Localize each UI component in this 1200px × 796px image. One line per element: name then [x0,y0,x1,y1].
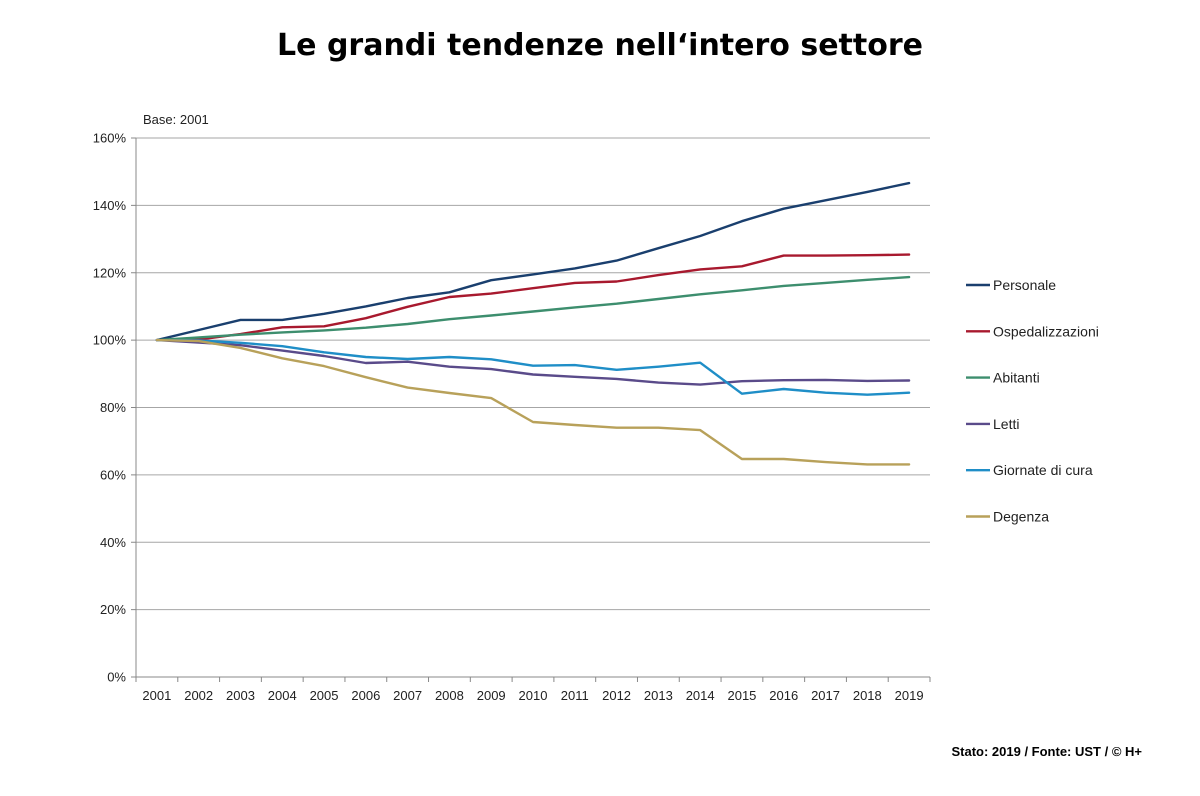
legend-label: Personale [993,277,1056,293]
series-line-abitanti [155,275,911,342]
series-line-personale [155,181,911,342]
x-tick-label: 2008 [435,688,464,703]
x-tick-label: 2016 [769,688,798,703]
grid-lines [131,137,930,678]
series-line-giornate-di-cura [155,338,911,396]
x-tick-label: 2015 [727,688,756,703]
axes [135,138,930,678]
x-tick-labels: 2001 2002 2003 2004 2005 2006 2007 2008 2009 2010… [135,677,931,703]
x-tick-label: 2001 [142,688,171,703]
x-tick-label: 2005 [310,688,339,703]
y-tick-labels: 0% 20% 40% 60% 80% 100% 120% 140% 160% [93,131,127,685]
series-line-degenza [155,338,911,466]
y-tick-label: 100% [93,333,127,348]
y-tick-label: 0% [107,670,126,685]
x-tick-label: 2007 [393,688,422,703]
x-tick-label: 2006 [351,688,380,703]
y-axis-label: Base: 2001 [143,112,209,127]
y-tick-label: 120% [93,265,127,280]
x-tick-label: 2017 [811,688,840,703]
x-tick-label: 2013 [644,688,673,703]
source-note: Stato: 2019 / Fonte: UST / © H+ [951,744,1142,759]
x-tick-label: 2004 [268,688,297,703]
series-line-ospedalizzazioni [155,253,911,342]
y-tick-label: 40% [100,535,126,550]
x-tick-label: 2019 [895,688,924,703]
x-tick-label: 2011 [561,688,589,703]
y-tick-label: 80% [100,400,126,415]
x-tick-label: 2012 [602,688,631,703]
legend-label: Letti [993,416,1019,432]
x-tick-label: 2009 [477,688,506,703]
legend-label: Abitanti [993,370,1040,386]
y-tick-label: 160% [93,131,127,146]
y-tick-label: 60% [100,467,126,482]
x-tick-label: 2003 [226,688,255,703]
y-tick-label: 140% [93,198,127,213]
series-lines [155,181,911,466]
x-tick-label: 2002 [184,688,213,703]
x-tick-label: 2010 [519,688,548,703]
legend-label: Degenza [993,509,1049,525]
legend-label: Giornate di cura [993,462,1093,478]
legend-label: Ospedalizzazioni [993,323,1099,339]
x-tick-label: 2014 [686,688,715,703]
chart-title: Le grandi tendenze nell‘intero settore [277,28,923,63]
series-line-letti [155,338,911,386]
y-tick-label: 20% [100,602,126,617]
x-tick-label: 2018 [853,688,882,703]
legend: Personale Ospedalizzazioni Abitanti Letti Gi… [966,277,1099,525]
